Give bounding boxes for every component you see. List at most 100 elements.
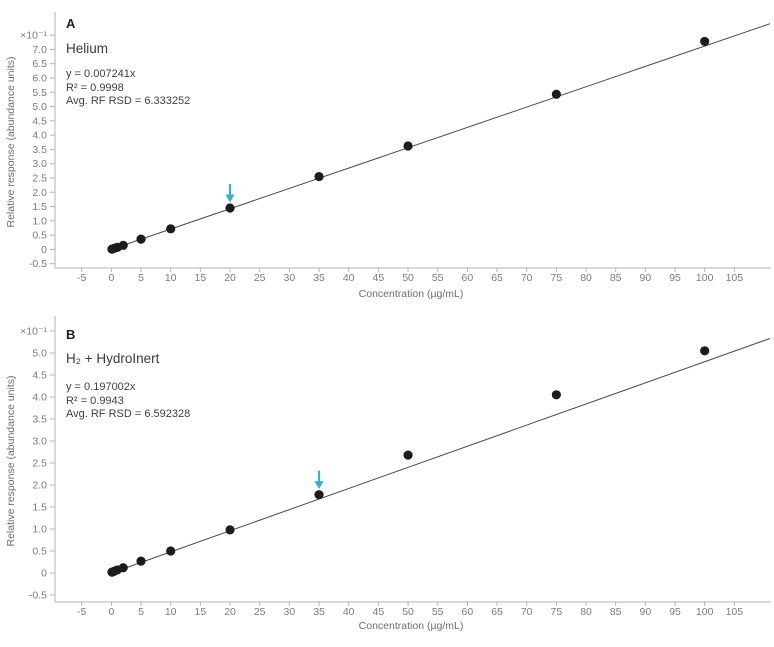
- panel-b-chart: -5 0 5 10 15 20 25 30 35 40 45 50 55 60 65 70 75 80 85 90 95…: [5, 316, 771, 632]
- x-tick-label: 0: [108, 606, 114, 618]
- x-tick-label: 35: [313, 606, 325, 618]
- panel-b-title: H₂ + HydroInert: [66, 351, 160, 366]
- y-tick-label: 4.5: [32, 115, 47, 127]
- data-point: [403, 141, 413, 151]
- y-tick-label: 5.5: [32, 87, 47, 99]
- x-tick-label: 0: [108, 272, 114, 284]
- y-tick-label: 1.0: [32, 215, 47, 227]
- y-tick-label: 2.5: [32, 172, 47, 184]
- x-tick-label: 60: [462, 606, 474, 618]
- panel-b-x-axis-label: Concentration (µg/mL): [359, 620, 464, 632]
- y-tick-label: 4.0: [32, 392, 47, 404]
- x-tick-label: 15: [195, 272, 207, 284]
- y-tick-label: 4.0: [32, 130, 47, 142]
- arrow-head: [225, 194, 235, 203]
- panel-a-y-axis-label: Relative response (abundance units): [5, 56, 17, 227]
- x-tick-label: 30: [284, 606, 296, 618]
- x-tick-label: 40: [343, 272, 355, 284]
- x-tick-label: 90: [640, 272, 652, 284]
- x-tick-label: 70: [521, 606, 533, 618]
- panel-b-label: B: [66, 327, 75, 342]
- panel-a-label: A: [66, 16, 76, 31]
- fit-line: [111, 338, 771, 574]
- panel-b-avg-rf-rsd: Avg. RF RSD = 6.592328: [66, 408, 190, 420]
- x-tick-label: 45: [373, 606, 385, 618]
- x-tick-label: 85: [610, 272, 622, 284]
- y-tick-label: 0: [41, 244, 47, 256]
- x-tick-label: 50: [402, 272, 414, 284]
- y-tick-label: 0.5: [32, 230, 47, 242]
- arrow-head: [314, 481, 324, 490]
- y-tick-label: 6.5: [32, 58, 47, 70]
- x-tick-label: 60: [462, 272, 474, 284]
- x-tick-label: 50: [402, 606, 414, 618]
- annotation-arrow-icon: [225, 183, 235, 203]
- x-tick-label: 65: [491, 272, 503, 284]
- x-tick-label: 65: [491, 606, 503, 618]
- data-point: [118, 563, 128, 573]
- panel-b-plot-area: -5 0 5 10 15 20 25 30 35 40 45 50 55 60 65 70 75 80 85 90 95…: [20, 316, 771, 618]
- panel-a-avg-rf-rsd: Avg. RF RSD = 6.333252: [66, 95, 190, 107]
- y-tick-label: 3.5: [32, 414, 47, 426]
- y-tick-label: 1.5: [32, 201, 47, 213]
- x-tick-label: 10: [165, 606, 177, 618]
- x-tick-label: 5: [138, 272, 144, 284]
- panel-b-r-squared: R² = 0.9943: [66, 395, 124, 407]
- panel-a-equation: y = 0.007241x: [66, 68, 136, 80]
- x-tick-label: 95: [669, 606, 681, 618]
- y-tick-label: 2.5: [32, 458, 47, 470]
- x-tick-label: 85: [610, 606, 622, 618]
- y-tick-label: 3.0: [32, 158, 47, 170]
- x-tick-label: 20: [224, 272, 236, 284]
- y-tick-label: 0.5: [32, 546, 47, 558]
- panel-b-equation: y = 0.197002x: [66, 381, 136, 393]
- data-point: [225, 203, 235, 213]
- panel-a-title: Helium: [66, 41, 108, 56]
- y-tick-label: 2.0: [32, 187, 47, 199]
- x-tick-label: 105: [726, 272, 744, 284]
- y-tick-label: 1.0: [32, 524, 47, 536]
- data-point: [700, 346, 710, 356]
- panel-a-r-squared: R² = 0.9998: [66, 82, 124, 94]
- data-point: [166, 546, 176, 556]
- data-point: [225, 525, 235, 535]
- annotation-arrow-icon: [314, 470, 324, 490]
- x-tick-label: 45: [373, 272, 385, 284]
- y-tick-label: 4.5: [32, 370, 47, 382]
- x-tick-label: 10: [165, 272, 177, 284]
- y-tick-label: -0.5: [29, 590, 47, 602]
- x-tick-label: 25: [254, 272, 266, 284]
- x-tick-label: 20: [224, 606, 236, 618]
- x-tick-label: -5: [77, 272, 86, 284]
- y-tick-label: 5.0: [32, 101, 47, 113]
- x-tick-label: 80: [580, 272, 592, 284]
- y-tick-label: 0: [41, 568, 47, 580]
- x-tick-label: 70: [521, 272, 533, 284]
- y-tick-label: 1.5: [32, 502, 47, 514]
- data-point: [314, 171, 324, 182]
- x-tick-label: 75: [551, 272, 563, 284]
- data-point: [314, 490, 324, 500]
- data-point: [136, 234, 146, 244]
- x-tick-label: 90: [640, 606, 652, 618]
- x-tick-label: 100: [696, 272, 714, 284]
- data-point: [700, 36, 710, 47]
- x-tick-label: 35: [313, 272, 325, 284]
- panel-a-plot-area: -5 0 5 10 15 20 25 30 35 40 45 50 55 60 65 70 75 80 85 90 95…: [20, 12, 771, 284]
- data-point: [403, 450, 413, 460]
- x-tick-label: 80: [580, 606, 592, 618]
- y-tick-label: 6.0: [32, 72, 47, 84]
- fit-line: [111, 23, 771, 250]
- x-tick-label: 5: [138, 606, 144, 618]
- panel-a-chart: -5 0 5 10 15 20 25 30 35 40 45 50 55 60 65 70 75 80 85 90 95…: [5, 12, 771, 300]
- data-point: [118, 240, 128, 251]
- x-tick-label: 55: [432, 272, 444, 284]
- data-point: [136, 556, 146, 566]
- panel-b-y-axis-label: Relative response (abundance units): [5, 375, 17, 546]
- y-scale-note: ×10⁻¹: [20, 326, 47, 338]
- data-point: [166, 224, 176, 234]
- x-tick-label: 15: [195, 606, 207, 618]
- x-tick-label: -5: [77, 606, 86, 618]
- y-tick-label: 7.0: [32, 44, 47, 56]
